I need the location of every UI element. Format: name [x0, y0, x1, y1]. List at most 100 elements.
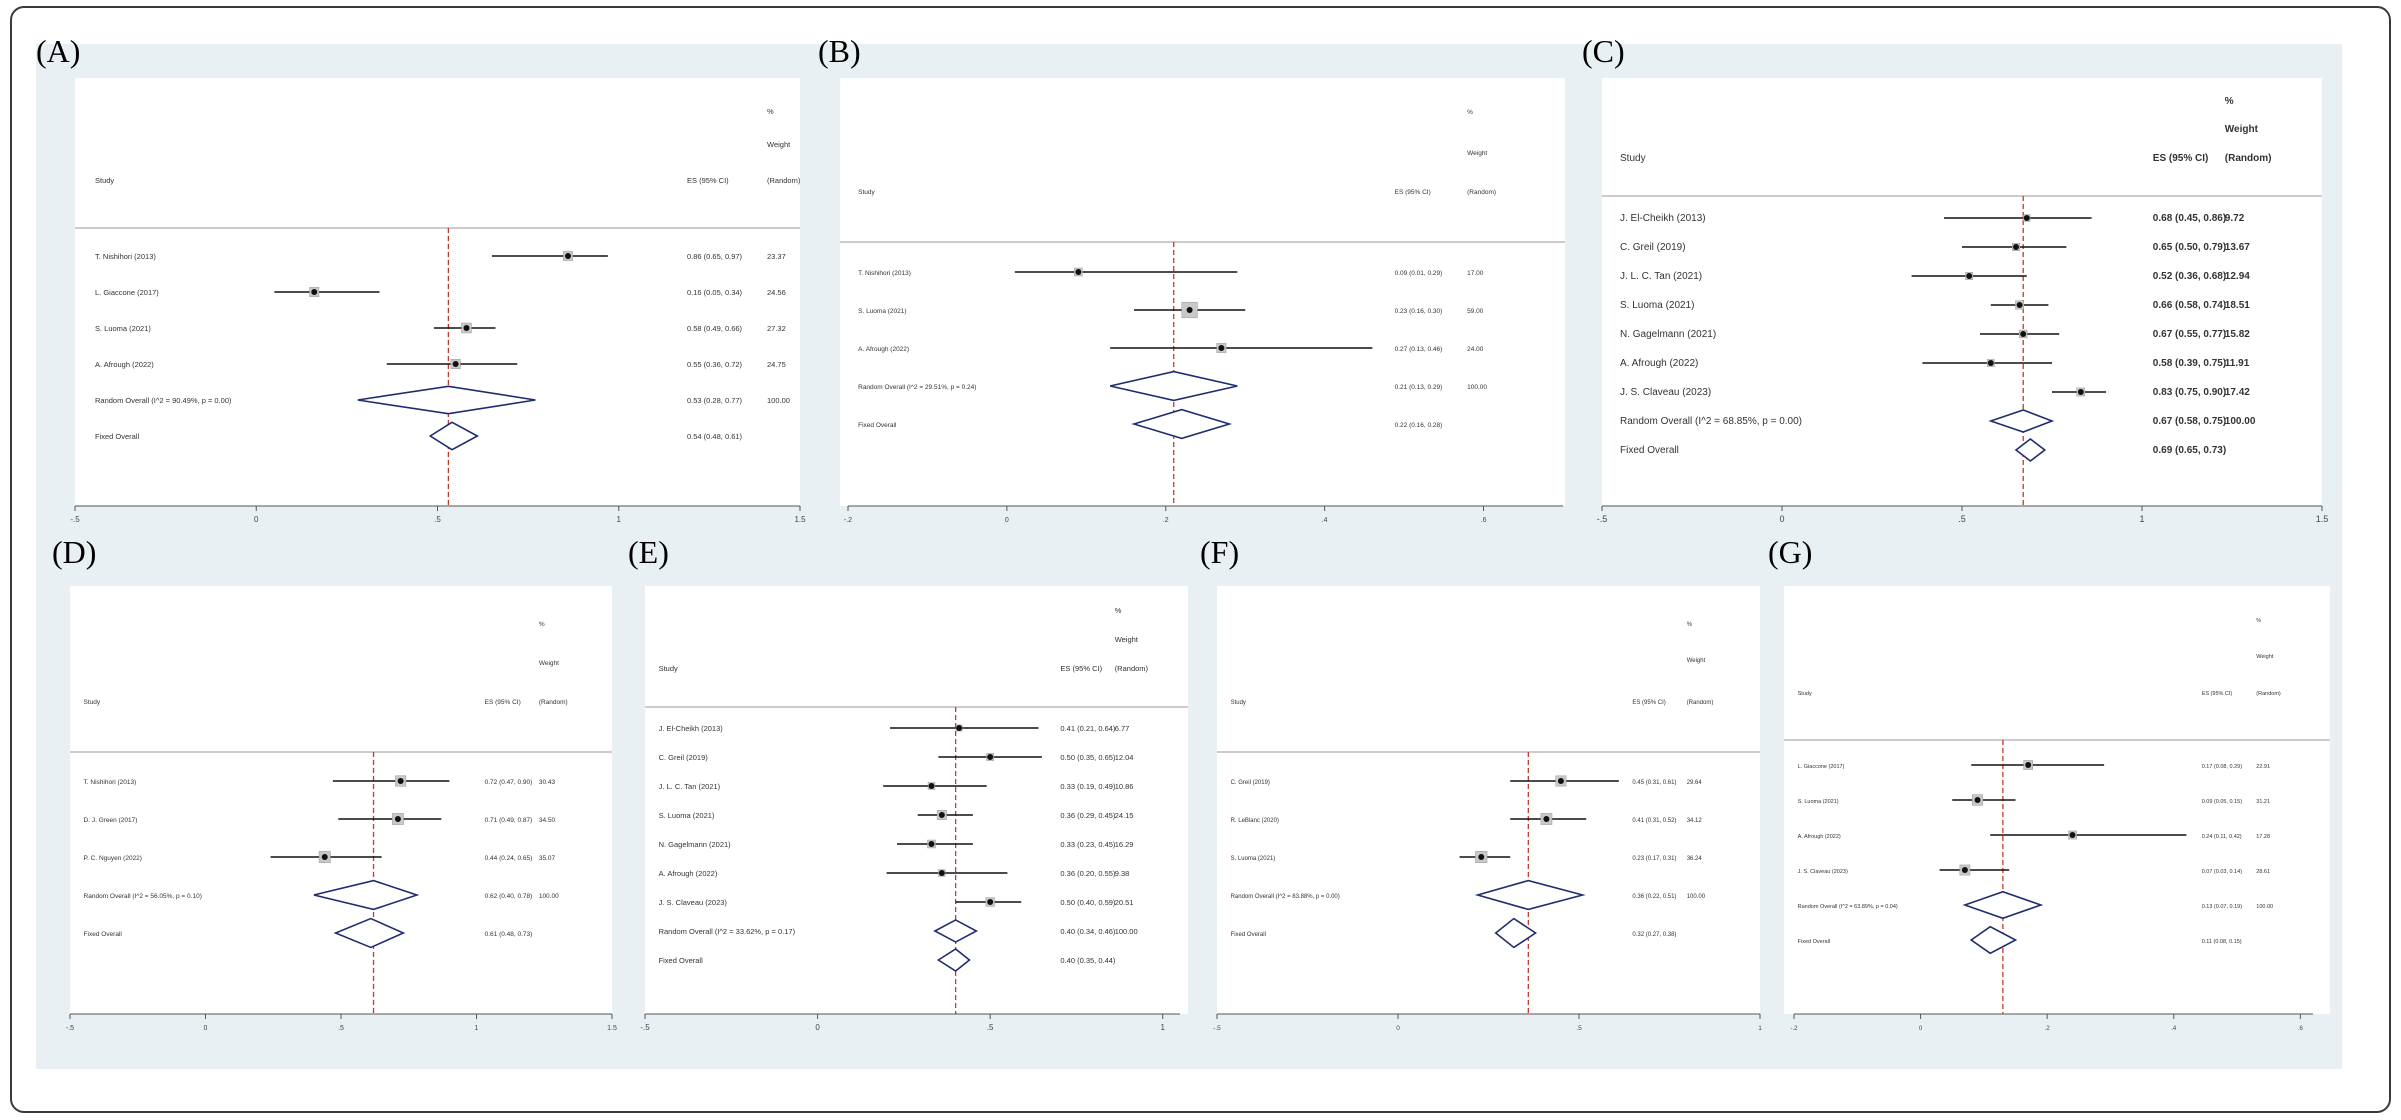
plot-area — [1784, 586, 2330, 1014]
fixed-overall-es: 0.61 (0.48, 0.73) — [485, 931, 533, 938]
es-value: 0.68 (0.45, 0.86) — [2153, 213, 2226, 224]
weight-header-random: (Random) — [1115, 664, 1149, 673]
panel-label: (B) — [818, 33, 861, 69]
es-value: 0.33 (0.23, 0.45) — [1060, 840, 1116, 849]
weight-header-percent: % — [539, 621, 545, 628]
study-label: S. Luoma (2021) — [95, 324, 151, 333]
study-label: C. Greil (2019) — [1231, 780, 1270, 786]
random-overall-diamond — [1474, 879, 1586, 911]
weight-value: 27.32 — [767, 324, 786, 333]
panel-label: (C) — [1582, 33, 1625, 69]
random-overall-es: 0.36 (0.22, 0.51) — [1632, 894, 1676, 900]
x-tick-label: 1 — [2139, 514, 2144, 524]
forest-panel-2: (B)%Weight(Random)Study ES (95% CI)-.2 0.2… — [818, 33, 1565, 524]
study-label: D. J. Green (2017) — [84, 817, 138, 824]
point-estimate — [2013, 244, 2019, 250]
point-estimate — [938, 812, 945, 818]
study-label: S. Luoma (2021) — [858, 308, 906, 315]
study-label: S. Luoma (2021) — [1231, 856, 1276, 862]
point-estimate — [2016, 302, 2023, 308]
es-value: 0.23 (0.17, 0.31) — [1632, 856, 1676, 862]
fixed-overall-diamond — [333, 917, 406, 949]
weight-value: 9.38 — [1115, 869, 1130, 878]
study-label: P. C. Nguyen (2022) — [84, 855, 142, 862]
es-header: ES (95% CI) — [1632, 700, 1665, 706]
random-overall-label: Random Overall (I^2 = 29.51%, p = 0.24) — [858, 384, 976, 391]
weight-value: 10.86 — [1115, 782, 1134, 791]
weight-value: 31.21 — [2256, 799, 2270, 805]
fixed-overall-es: 0.54 (0.48, 0.61) — [687, 432, 743, 441]
es-value: 0.72 (0.47, 0.90) — [485, 779, 533, 786]
weight-value: 15.82 — [2225, 329, 2250, 340]
random-overall-label: Random Overall (I^2 = 56.05%, p = 0.10) — [84, 893, 202, 900]
weight-value: 22.91 — [2256, 764, 2270, 770]
study-label: N. Gagelmann (2021) — [659, 840, 732, 849]
x-tick-label: -.5 — [70, 515, 80, 524]
random-overall-weight: 100.00 — [2256, 904, 2273, 910]
study-header: Study — [1231, 700, 1246, 706]
random-overall-weight: 100.00 — [767, 396, 790, 405]
study-header: Study — [1798, 691, 1812, 697]
es-value: 0.36 (0.29, 0.45) — [1060, 811, 1116, 820]
weight-value: 24.56 — [767, 288, 786, 297]
weight-value: 29.64 — [1687, 780, 1703, 786]
weight-header-percent: % — [2225, 96, 2234, 107]
random-overall-diamond — [357, 385, 536, 415]
point-estimate — [1075, 269, 1082, 275]
weight-header-weight: Weight — [767, 140, 791, 149]
fixed-overall-diamond — [1131, 408, 1233, 440]
x-tick-label: -.2 — [1790, 1026, 1798, 1032]
random-overall-es: 0.40 (0.34, 0.46) — [1060, 927, 1116, 936]
x-tick-label: -.5 — [640, 1023, 650, 1032]
panel-label: (F) — [1200, 534, 1239, 570]
weight-value: 12.04 — [1115, 753, 1134, 762]
weight-header-percent: % — [767, 107, 774, 116]
random-overall-weight: 100.00 — [2225, 416, 2256, 427]
x-tick-label: -.5 — [1213, 1025, 1221, 1032]
es-header: ES (95% CI) — [687, 176, 729, 185]
weight-header-random: (Random) — [2256, 691, 2281, 697]
forest-panel-6: (F)% Weight (Random) Study ES (95% CI) -.5 0 .5… — [1200, 534, 1762, 1032]
es-value: 0.50 (0.35, 0.65) — [1060, 753, 1116, 762]
weight-value: 28.61 — [2256, 869, 2270, 875]
es-value: 0.27 (0.13, 0.46) — [1395, 346, 1443, 353]
es-value: 0.52 (0.36, 0.68) — [2153, 271, 2226, 282]
point-estimate — [987, 754, 994, 760]
weight-value: 34.12 — [1687, 818, 1703, 824]
point-estimate — [452, 361, 459, 367]
weight-header-random: (Random) — [539, 699, 568, 706]
plot-area — [1217, 586, 1760, 1014]
point-estimate — [463, 325, 470, 331]
weight-value: 6.77 — [1115, 724, 1130, 733]
es-header: ES (95% CI) — [485, 699, 521, 706]
es-value: 0.55 (0.36, 0.72) — [687, 360, 743, 369]
es-value: 0.71 (0.49, 0.87) — [485, 817, 533, 824]
study-label: A. Afrough (2022) — [659, 869, 718, 878]
weight-value: 13.67 — [2225, 242, 2250, 253]
study-label: C. Greil (2019) — [659, 753, 709, 762]
study-label: A. Afrough (2022) — [1620, 358, 1698, 369]
point-estimate — [1543, 816, 1550, 822]
weight-value: 59.00 — [1467, 308, 1484, 315]
es-value: 0.33 (0.19, 0.49) — [1060, 782, 1116, 791]
study-header: Study — [95, 176, 114, 185]
es-header: ES (95% CI) — [2153, 153, 2209, 164]
fixed-overall-es: 0.69 (0.65, 0.73) — [2153, 445, 2226, 456]
study-label: C. Greil (2019) — [1620, 242, 1686, 253]
forest-panel-7: (G)%Weight(Random)Study ES (95% CI)-.2 0.2… — [1768, 534, 2330, 1032]
study-label: A. Afrough (2022) — [1798, 834, 1841, 840]
random-overall-label: Random Overall (I^2 = 68.85%, p = 0.00) — [1620, 416, 1802, 427]
fixed-overall-label: Fixed Overall — [858, 422, 897, 429]
fixed-overall-diamond — [1969, 925, 2018, 955]
es-header: ES (95% CI) — [1395, 189, 1431, 196]
es-value: 0.41 (0.21, 0.64) — [1060, 724, 1116, 733]
weight-value: 20.51 — [1115, 898, 1134, 907]
point-estimate — [2020, 331, 2027, 337]
x-tick-label: 1 — [617, 515, 622, 524]
forest-panel-5: (E)%Weight(Random)Study ES (95% CI)-.5 0.5… — [628, 534, 1188, 1032]
random-overall-diamond — [1962, 890, 2044, 920]
random-overall-weight: 100.00 — [539, 893, 559, 900]
fixed-overall-es: 0.11 (0.08, 0.15) — [2202, 939, 2242, 945]
point-estimate — [1557, 778, 1564, 784]
fixed-overall-label: Fixed Overall — [659, 956, 704, 965]
